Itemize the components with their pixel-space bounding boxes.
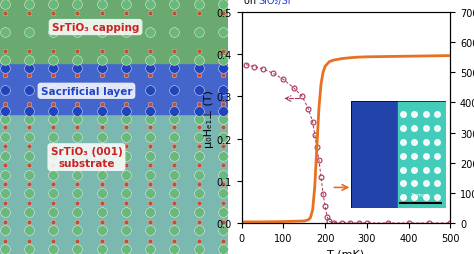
Text: SiO₂/Si: SiO₂/Si [258, 0, 291, 6]
X-axis label: T (mK): T (mK) [328, 249, 365, 254]
Text: SrTiO₃ capping: SrTiO₃ capping [52, 23, 139, 33]
Bar [0, 64, 228, 114]
Text: 1 mm: 1 mm [411, 193, 429, 198]
Bar [0, 0, 228, 64]
Text: Sacrificial layer: Sacrificial layer [41, 86, 132, 97]
Text: on: on [244, 0, 259, 6]
Bar [398, 102, 446, 208]
Bar [0, 114, 228, 254]
Text: SrTiO₃ (001)
substrate: SrTiO₃ (001) substrate [51, 147, 122, 168]
Bar [351, 102, 398, 208]
Y-axis label: μ₀Hₑ₁⊥ (T): μ₀Hₑ₁⊥ (T) [204, 89, 214, 147]
